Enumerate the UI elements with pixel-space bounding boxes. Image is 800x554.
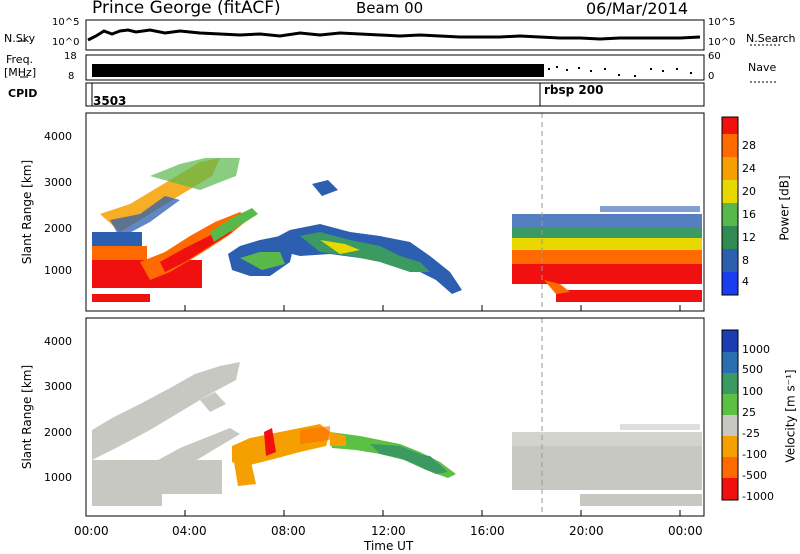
noise-tick-left-high: 10^5 [52,17,80,28]
freq-tick-high: 18 [64,51,77,62]
nave-label: Nave [748,61,777,74]
velocity-ytick-3000: 3000 [44,380,72,393]
x-tick: 12:00 [371,524,406,538]
power-colorbar [721,116,739,296]
x-tick: 20:00 [569,524,604,538]
noise-sky-trace [87,28,701,42]
x-axis-ticks [85,305,681,516]
nave-tick-high: 60 [708,51,721,62]
velocity-cbar-tick: 25 [742,406,756,419]
x-tick: 16:00 [470,524,505,538]
nsearch-label: N.Search [746,32,796,45]
velocity-cbar-tick: -25 [742,427,760,440]
power-cbar-tick: 12 [742,231,756,244]
nsky-label: N.Sky [4,32,36,45]
cpid-value-2: rbsp 200 [544,83,604,97]
velocity-cbar-tick: 1000 [742,343,770,356]
x-axis-label: Time UT [364,539,414,553]
velocity-ytick-2000: 2000 [44,426,72,439]
cpid-label: CPID [8,87,38,100]
velocity-cbar-tick: 100 [742,385,763,398]
x-tick: 08:00 [271,524,306,538]
cpid-value-1: 3503 [93,94,127,108]
x-tick: 04:00 [172,524,207,538]
x-tick: 00:00 [668,524,703,538]
velocity-colorbar [721,329,739,501]
freq-unit-label: [MHz] [4,66,37,79]
velocity-cbar-tick: -100 [742,448,767,461]
cpid-panel [85,82,705,107]
date-title: 06/Mar/2014 [586,0,689,18]
power-ytick-1000: 1000 [44,264,72,277]
nave-tick-low: 0 [708,71,715,82]
power-cbar-tick: 4 [742,275,749,288]
freq-label: Freq. [6,53,34,66]
velocity-scatter [92,362,702,506]
freq-tick-low: 8 [68,71,75,82]
velocity-panel [85,317,705,517]
power-cbar-tick: 20 [742,185,756,198]
beam-title: Beam 00 [356,0,424,17]
nave-dots [548,66,692,77]
noise-tick-right-low: 10^0 [708,37,736,48]
velocity-cbar-tick: -1000 [742,490,774,503]
power-ytick-2000: 2000 [44,222,72,235]
power-panel [85,112,705,312]
power-cbar-tick: 16 [742,208,756,221]
power-scatter [92,158,702,302]
power-cbar-tick: 28 [742,139,756,152]
noise-panel [18,19,782,51]
velocity-ytick-4000: 4000 [44,335,72,348]
velocity-ytick-1000: 1000 [44,471,72,484]
noise-tick-right-high: 10^5 [708,17,736,28]
noise-tick-left-low: 10^0 [52,37,80,48]
freq-panel [20,54,776,83]
power-cbar-tick: 24 [742,162,756,175]
velocity-cbar-tick: -500 [742,469,767,482]
station-title: Prince George (fitACF) [92,0,281,18]
velocity-cbar-tick: 500 [742,363,763,376]
power-ytick-3000: 3000 [44,176,72,189]
power-cbar-tick: 8 [742,254,749,267]
power-ytick-4000: 4000 [44,130,72,143]
x-tick: 00:00 [74,524,109,538]
